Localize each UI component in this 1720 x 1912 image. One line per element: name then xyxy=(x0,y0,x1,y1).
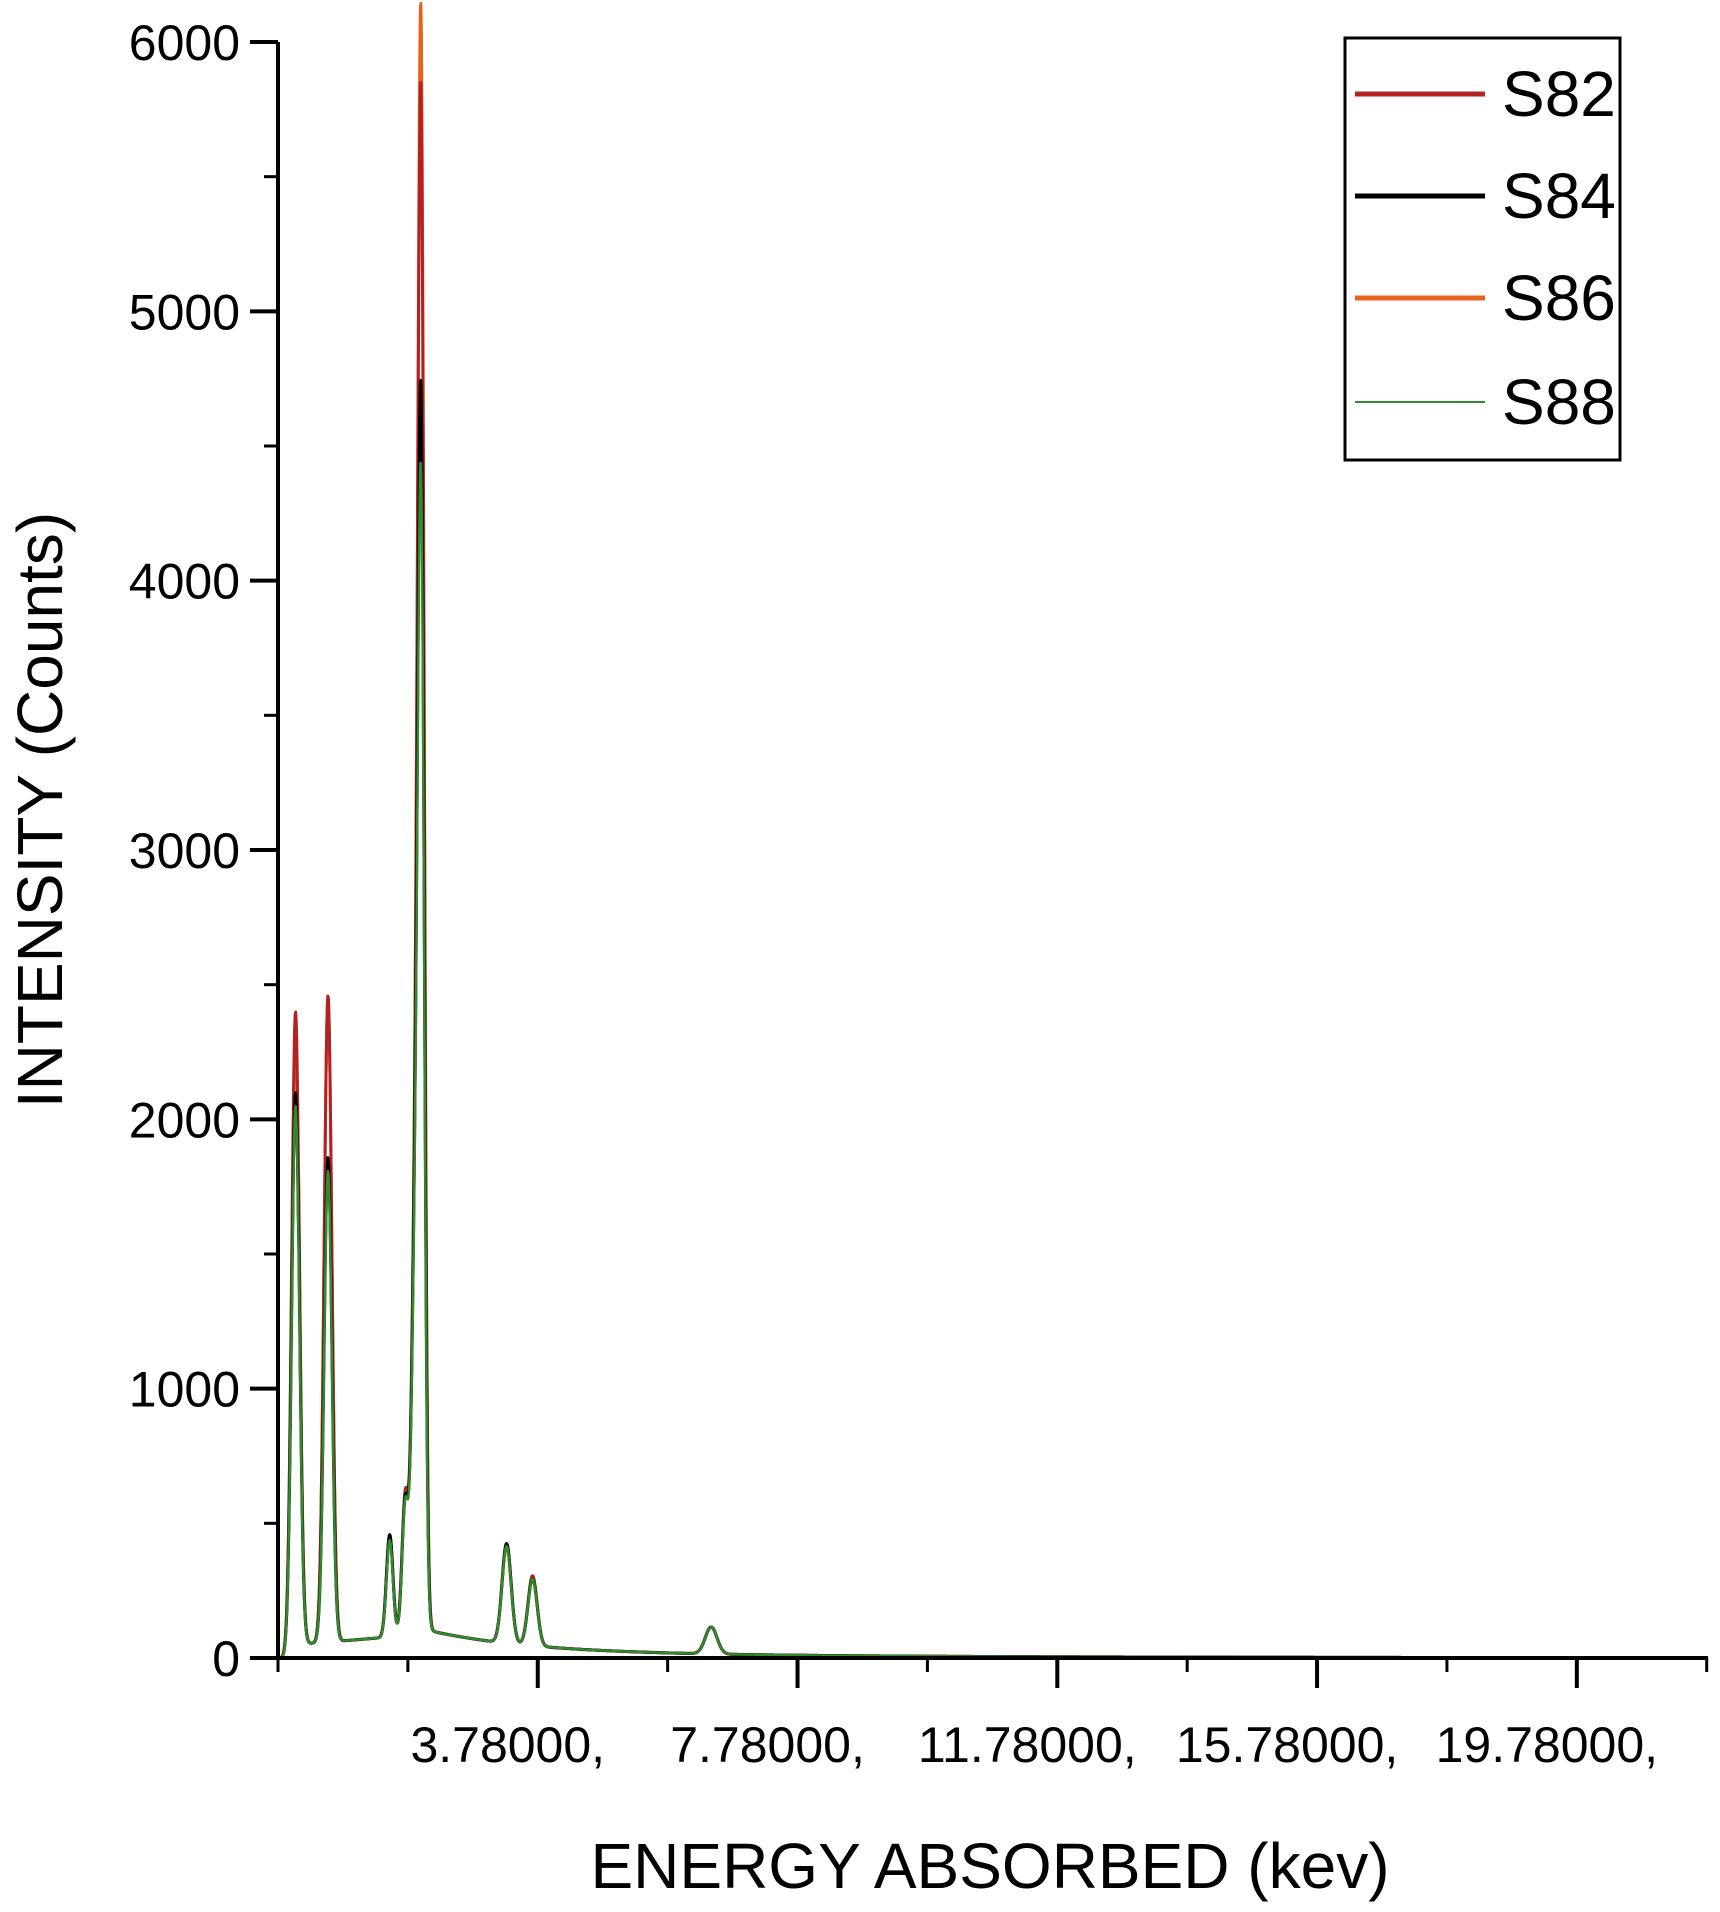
x-tick-label: 15.78000, xyxy=(1176,1717,1398,1773)
x-tick-label: 3.78000, xyxy=(410,1717,605,1773)
x-ticks-group: 3.78000, 7.78000, 11.78000, 15.78000, 19.780… xyxy=(276,1658,1709,1773)
legend: S82 S84 S86 S88 xyxy=(1343,36,1622,462)
y-tick-label: 6000 xyxy=(129,15,240,71)
y-tick-label: 5000 xyxy=(129,284,240,340)
y-axis-title: INTENSITY (Counts) xyxy=(4,512,76,1108)
x-axis-title: ENERGY ABSORBED (kev) xyxy=(590,1830,1389,1902)
x-tick-label: 7.78000, xyxy=(670,1717,865,1773)
y-tick-label: 1000 xyxy=(129,1362,240,1418)
legend-box xyxy=(1343,36,1622,462)
y-tick-label: 3000 xyxy=(129,823,240,879)
x-tick-label: 19.78000, xyxy=(1436,1717,1658,1773)
y-tick-label: 0 xyxy=(212,1631,240,1687)
legend-label-s84: S84 xyxy=(1502,160,1616,232)
legend-label-s86: S86 xyxy=(1502,262,1616,334)
legend-label-s88: S88 xyxy=(1502,366,1616,438)
y-ticks-group: 0 1000 2000 3000 4000 5000 6000 xyxy=(129,15,278,1687)
y-tick-label: 4000 xyxy=(129,554,240,610)
legend-label-s82: S82 xyxy=(1502,58,1616,130)
x-tick-label: 11.78000, xyxy=(918,1717,1137,1773)
y-tick-label: 2000 xyxy=(129,1092,240,1148)
